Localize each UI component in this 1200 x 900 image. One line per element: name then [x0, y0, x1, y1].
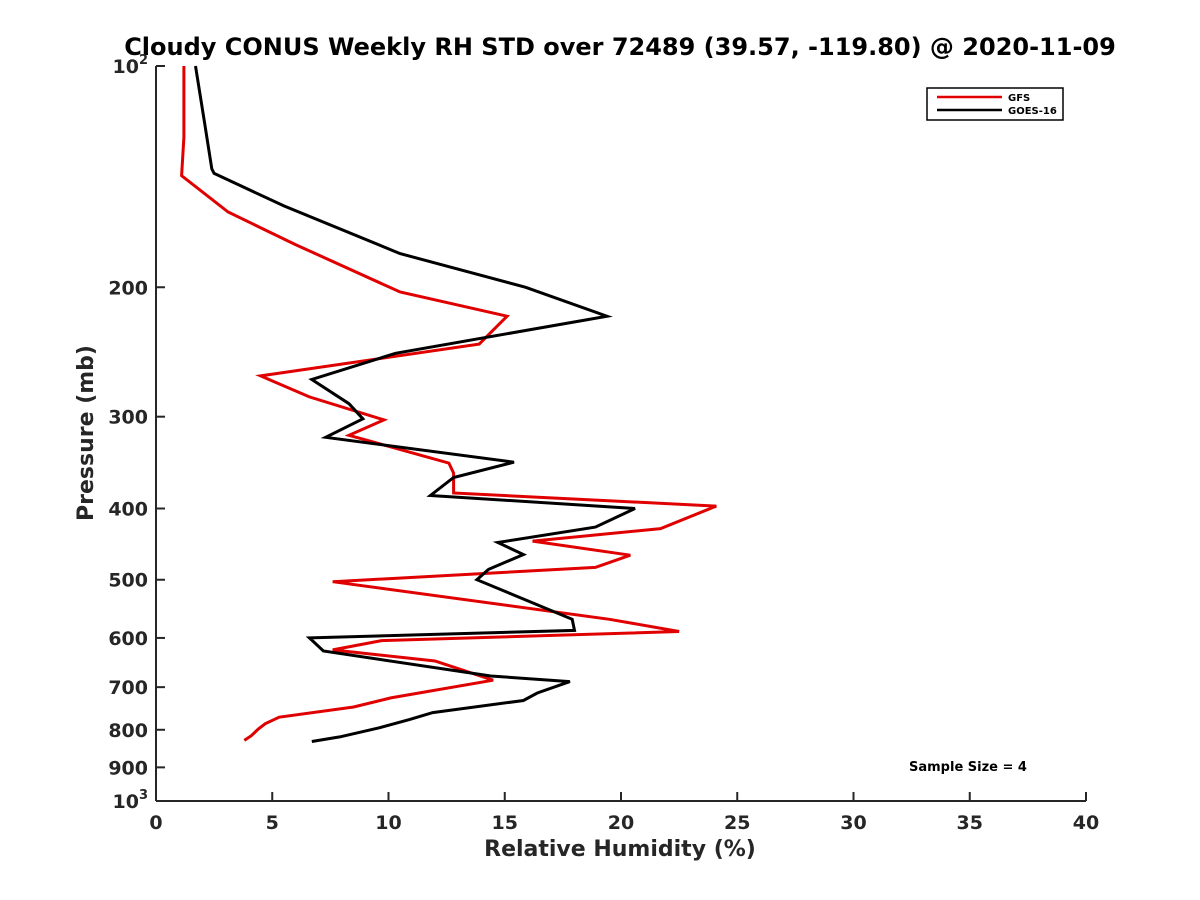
y-tick-label-exponent: 3: [139, 788, 148, 803]
x-tick-label: 20: [608, 812, 634, 834]
y-axis-label: Pressure (mb): [74, 345, 99, 521]
y-tick-label: 102: [113, 53, 149, 78]
sample-size-annotation: Sample Size = 4: [909, 760, 1027, 775]
series-line-gfs: [180, 66, 717, 742]
series-line-goes16: [194, 65, 636, 743]
x-tick-label: 30: [840, 812, 866, 834]
y-tick-label: 200: [108, 277, 148, 299]
y-tick-label: 700: [108, 677, 148, 699]
y-tick-label-base: 10: [113, 791, 139, 813]
x-tick-label: 40: [1073, 812, 1099, 834]
y-tick-label: 500: [108, 570, 148, 592]
x-tick-label: 5: [266, 812, 279, 834]
y-tick-label: 600: [108, 628, 148, 650]
y-tick-label: 300: [108, 407, 148, 429]
legend: GFS GOES-16: [926, 87, 1064, 121]
legend-label-gfs: GFS: [1008, 93, 1030, 104]
x-ticks: 0 5 10 15 20 25 30 35 40: [149, 792, 1099, 834]
x-axis-label: Relative Humidity (%): [484, 837, 756, 862]
series-layer: [180, 65, 717, 743]
y-tick-label: 800: [108, 720, 148, 742]
y-tick-label: 103: [113, 788, 149, 813]
x-tick-label: 10: [375, 812, 401, 834]
y-tick-label-exponent: 2: [139, 53, 148, 68]
y-tick-label: 400: [108, 499, 148, 521]
chart-title: Cloudy CONUS Weekly RH STD over 72489 (3…: [124, 33, 1116, 61]
x-tick-label: 15: [492, 812, 518, 834]
x-tick-label: 0: [149, 812, 162, 834]
y-tick-label: 900: [108, 757, 148, 779]
legend-label-goes16: GOES-16: [1008, 106, 1057, 117]
legend-box: [926, 87, 1064, 121]
x-tick-label: 25: [724, 812, 750, 834]
plot-area: [156, 66, 1086, 801]
y-tick-label-base: 10: [113, 56, 139, 78]
x-tick-label: 35: [957, 812, 983, 834]
